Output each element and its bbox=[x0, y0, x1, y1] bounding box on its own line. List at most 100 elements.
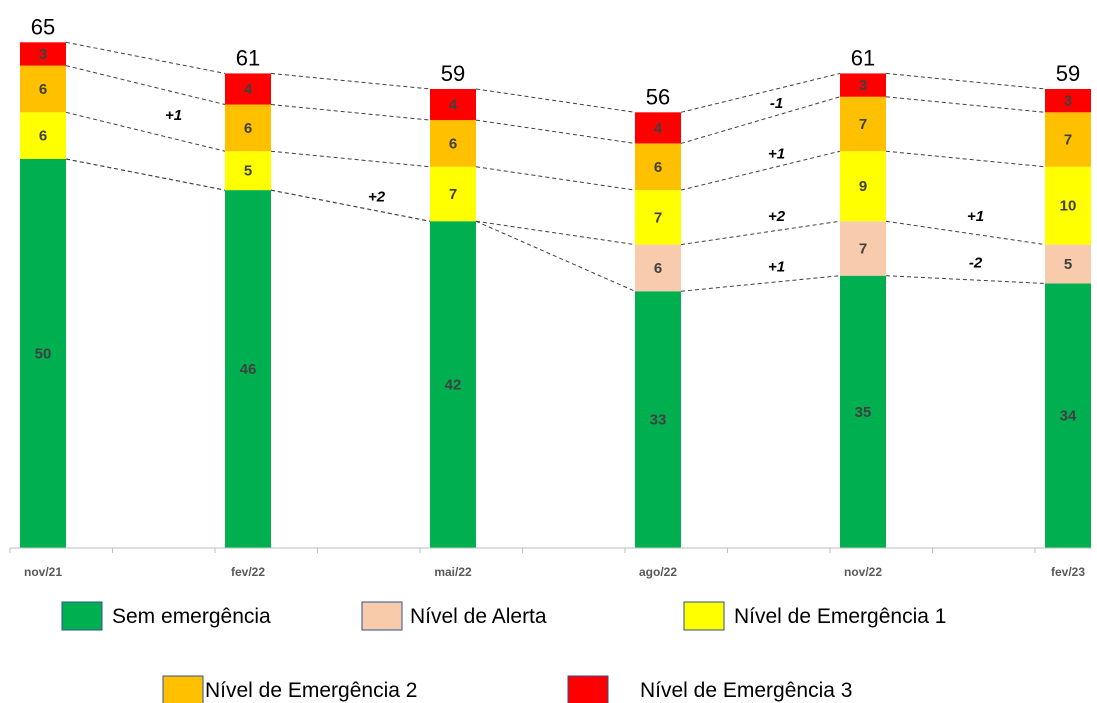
segment-value-label: 6 bbox=[39, 81, 47, 98]
legend-label: Nível de Emergência 1 bbox=[734, 605, 946, 628]
bar-segment bbox=[225, 151, 271, 191]
connector-line bbox=[65, 65, 226, 106]
delta-annotation: +2 bbox=[768, 208, 786, 225]
segment-value-label: 4 bbox=[449, 97, 458, 114]
segment-value-label: 10 bbox=[1060, 198, 1077, 215]
segment-value-label: 34 bbox=[1060, 408, 1077, 425]
connector-line bbox=[680, 220, 841, 246]
bar-segment bbox=[635, 143, 681, 191]
bar-segment bbox=[225, 104, 271, 152]
bar-segment bbox=[1045, 112, 1091, 167]
connector-line bbox=[885, 96, 1046, 113]
bar-segment bbox=[430, 166, 476, 222]
connector-line bbox=[680, 150, 841, 191]
connector-line bbox=[270, 189, 431, 222]
bar-segment bbox=[20, 65, 66, 113]
delta-annotation: -1 bbox=[770, 95, 783, 112]
legend-swatch bbox=[162, 675, 204, 703]
total-label: 59 bbox=[441, 61, 465, 86]
segment-value-label: 50 bbox=[35, 346, 52, 363]
legend-label: Nível de Emergência 2 bbox=[205, 679, 417, 702]
bar-segment bbox=[430, 88, 476, 121]
connector-line bbox=[475, 166, 636, 191]
connector-line bbox=[475, 119, 636, 144]
connector-line bbox=[885, 220, 1046, 246]
connector-line bbox=[680, 96, 841, 144]
connector-line bbox=[680, 72, 841, 113]
delta-annotation: -2 bbox=[969, 255, 983, 272]
delta-annotation: +1 bbox=[165, 107, 182, 124]
bar-segment bbox=[840, 96, 886, 152]
x-tick-label: fev/22 bbox=[231, 565, 265, 579]
x-tick-label: nov/21 bbox=[24, 565, 62, 579]
connector-line bbox=[270, 104, 431, 121]
segment-value-label: 3 bbox=[1064, 93, 1072, 110]
bar-segment bbox=[20, 159, 66, 548]
bar-segment bbox=[635, 112, 681, 144]
delta-annotation: +2 bbox=[368, 189, 386, 206]
legend-swatch bbox=[567, 675, 609, 703]
connector-line bbox=[270, 150, 431, 168]
bar-segment bbox=[840, 151, 886, 222]
bar-segment bbox=[840, 73, 886, 97]
segment-value-label: 6 bbox=[654, 260, 662, 277]
segment-value-label: 35 bbox=[855, 404, 872, 421]
segment-value-label: 7 bbox=[1064, 132, 1072, 149]
connector-line bbox=[475, 220, 636, 246]
delta-annotation: +1 bbox=[967, 208, 984, 225]
connector-line bbox=[475, 88, 636, 113]
segment-value-label: 7 bbox=[859, 240, 867, 257]
bar-segment bbox=[430, 221, 476, 549]
connector-lines bbox=[65, 41, 1046, 292]
segment-value-label: 6 bbox=[39, 128, 47, 145]
bar-segment bbox=[840, 275, 886, 548]
legend: Sem emergência Nível de Alerta Nível de Em… bbox=[61, 601, 946, 703]
legend-label: Sem emergência bbox=[112, 605, 271, 628]
segment-value-label: 6 bbox=[654, 159, 662, 176]
bar-group: 5066365465646142764593367645635797361345… bbox=[20, 14, 1091, 549]
segment-value-label: 33 bbox=[650, 412, 667, 429]
total-label: 56 bbox=[646, 84, 670, 109]
x-tick-label: ago/22 bbox=[639, 565, 677, 579]
bar-segment bbox=[840, 221, 886, 276]
segment-value-label: 7 bbox=[859, 116, 867, 133]
total-label: 65 bbox=[31, 14, 55, 39]
segment-value-label: 5 bbox=[1064, 256, 1072, 273]
legend-label: Nível de Emergência 3 bbox=[640, 679, 852, 702]
legend-swatch bbox=[683, 601, 725, 631]
x-tick-label: nov/22 bbox=[844, 565, 882, 579]
segment-value-label: 7 bbox=[654, 209, 662, 226]
segment-value-label: 42 bbox=[445, 377, 462, 394]
total-label: 59 bbox=[1056, 61, 1080, 86]
connector-line bbox=[270, 72, 431, 90]
bar-segment bbox=[635, 244, 681, 292]
segment-value-label: 6 bbox=[449, 135, 457, 152]
connector-line bbox=[885, 275, 1046, 284]
bar-segment bbox=[1045, 283, 1091, 548]
connector-line bbox=[65, 158, 226, 191]
connector-line bbox=[65, 41, 226, 74]
segment-value-label: 46 bbox=[240, 361, 257, 378]
total-label: 61 bbox=[236, 45, 260, 70]
bar-segment bbox=[225, 73, 271, 105]
connector-line bbox=[680, 275, 841, 292]
legend-swatch bbox=[361, 601, 403, 631]
connector-line bbox=[475, 220, 636, 292]
bar-segment bbox=[20, 112, 66, 159]
connector-line bbox=[885, 72, 1046, 90]
bar-segment bbox=[635, 291, 681, 548]
legend-swatch bbox=[61, 601, 103, 631]
segment-value-label: 4 bbox=[244, 81, 253, 98]
bar-segment bbox=[1045, 166, 1091, 245]
bar-segment bbox=[635, 190, 681, 245]
legend-label: Nível de Alerta bbox=[410, 605, 547, 628]
total-label: 61 bbox=[851, 45, 875, 70]
delta-annotations: +1 +2 -1 +1 +2 +1 +1 -2 bbox=[165, 95, 984, 275]
bar-segment bbox=[225, 190, 271, 548]
x-axis: nov/21 fev/22 mai/22 ago/22 nov/22 fev/23 bbox=[9, 547, 1092, 579]
bar-segment bbox=[430, 120, 476, 167]
segment-value-label: 5 bbox=[244, 163, 252, 180]
connector-line bbox=[65, 111, 226, 152]
